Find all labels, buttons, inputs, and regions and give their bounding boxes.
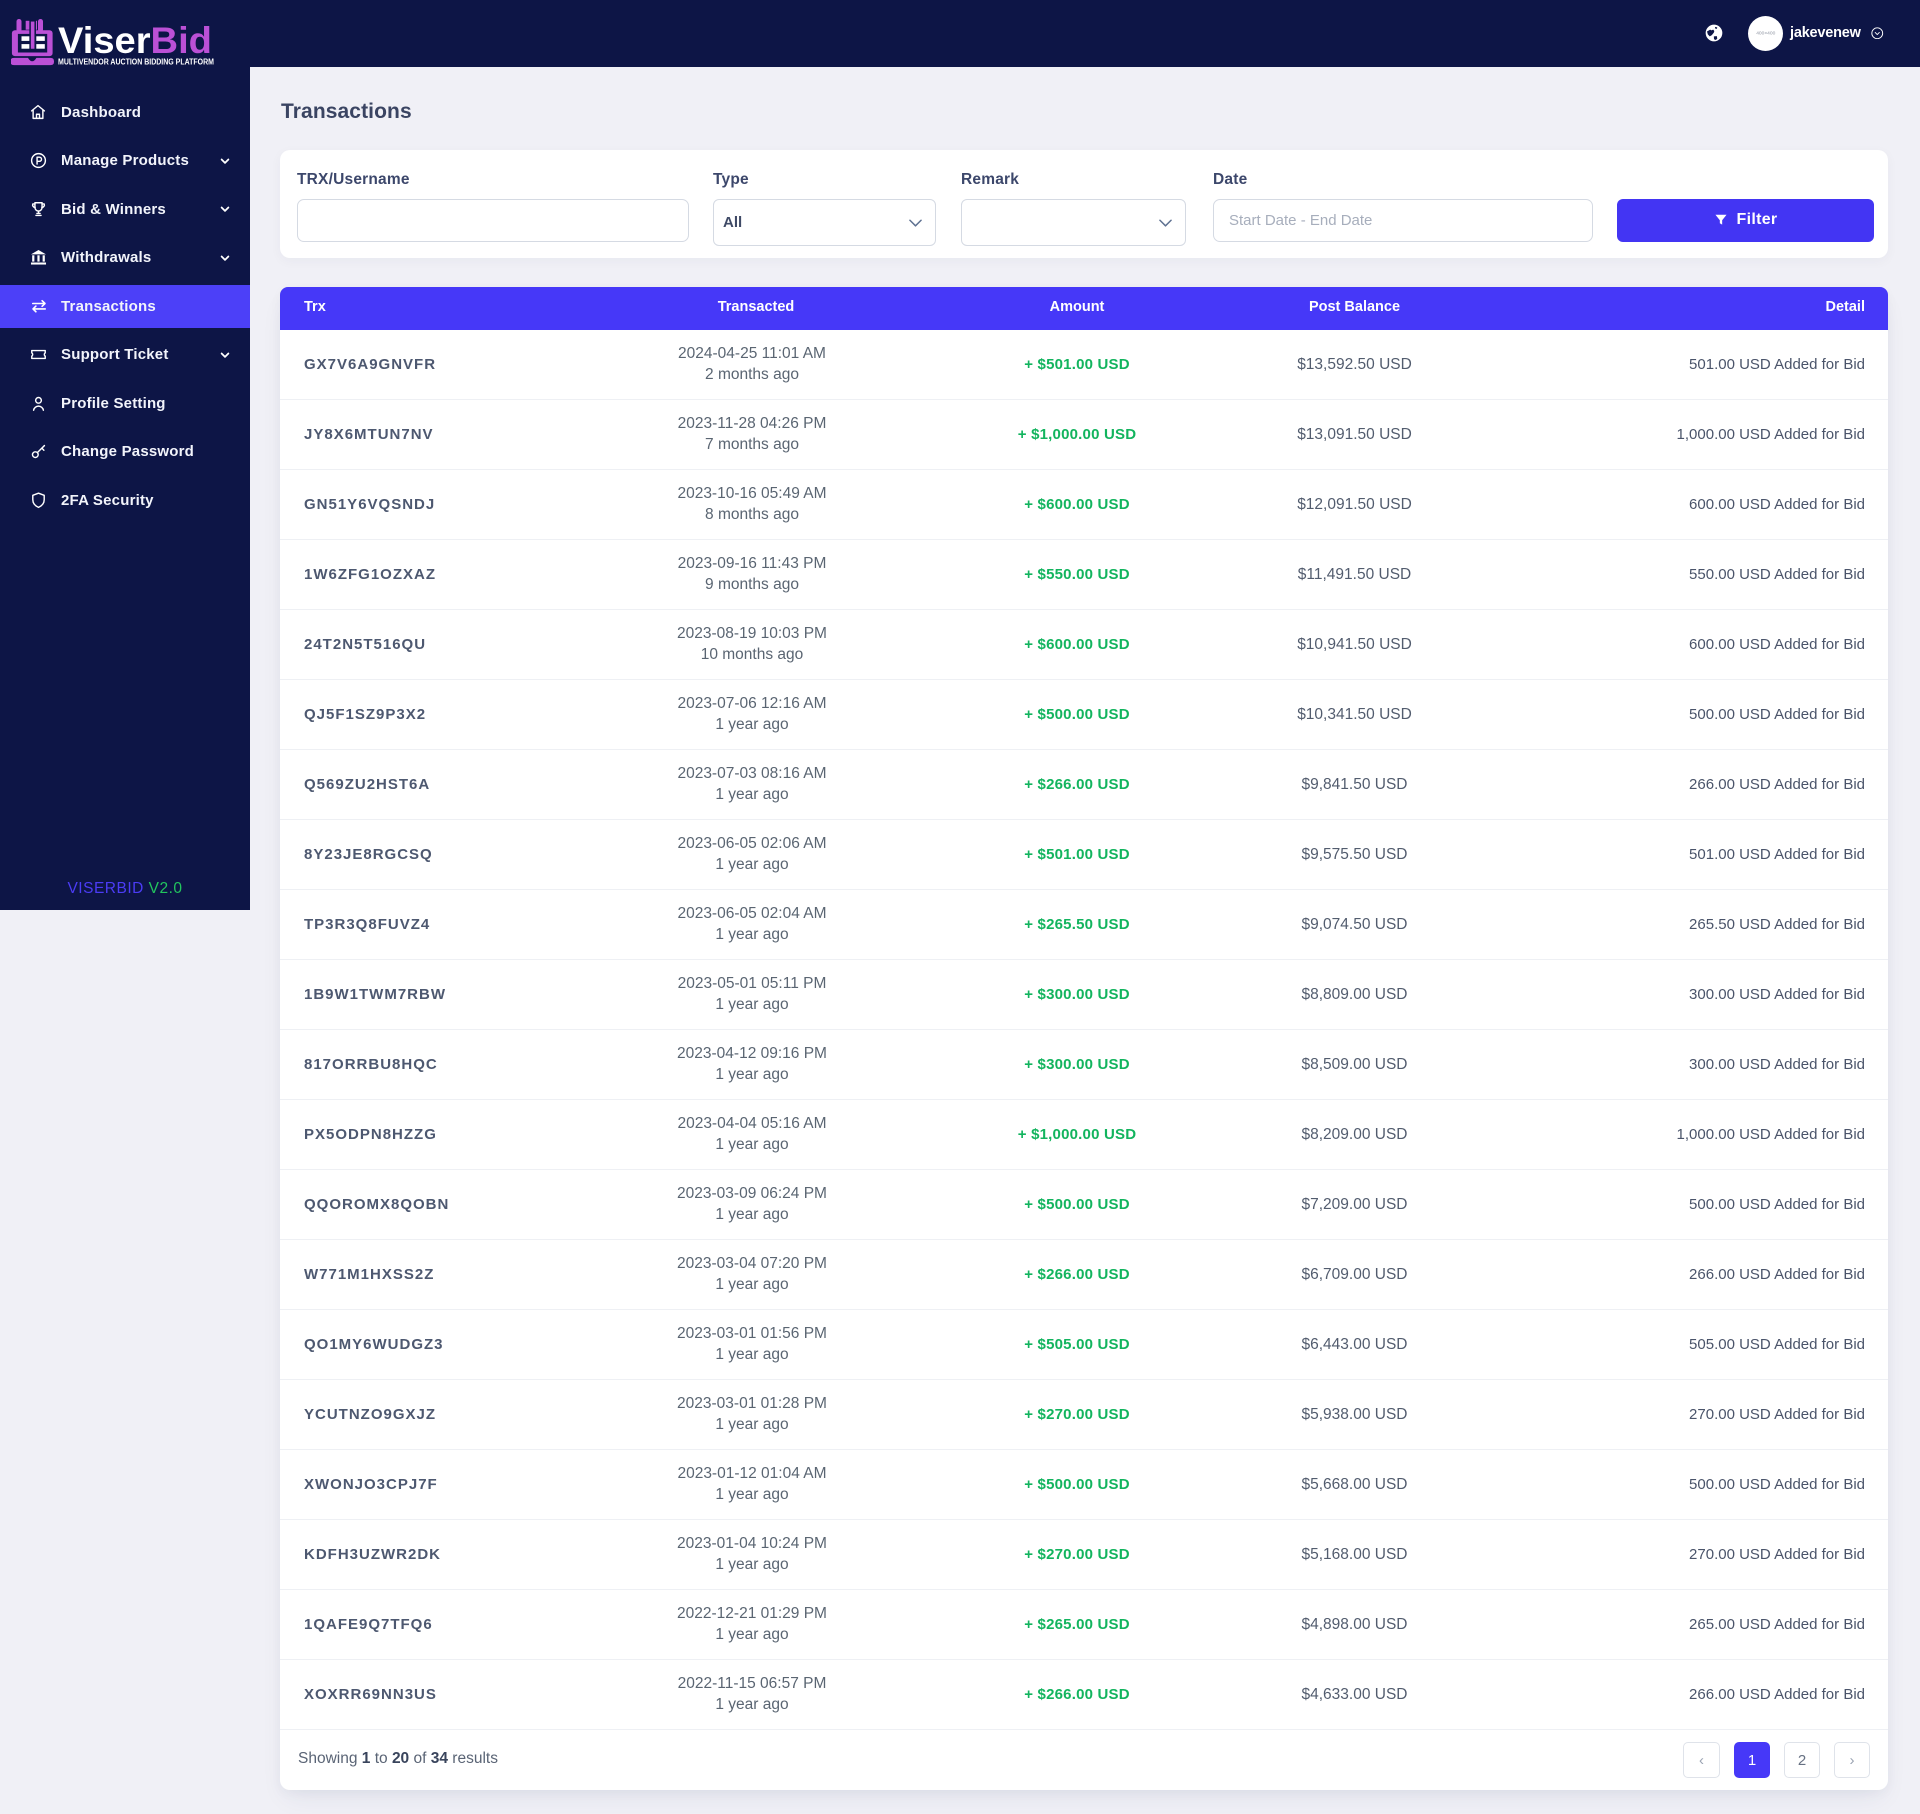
svg-text:MULTIVENDOR AUCTION BIDDING PL: MULTIVENDOR AUCTION BIDDING PLATFORM [58, 58, 214, 67]
svg-text:ViserBid: ViserBid [58, 19, 212, 61]
